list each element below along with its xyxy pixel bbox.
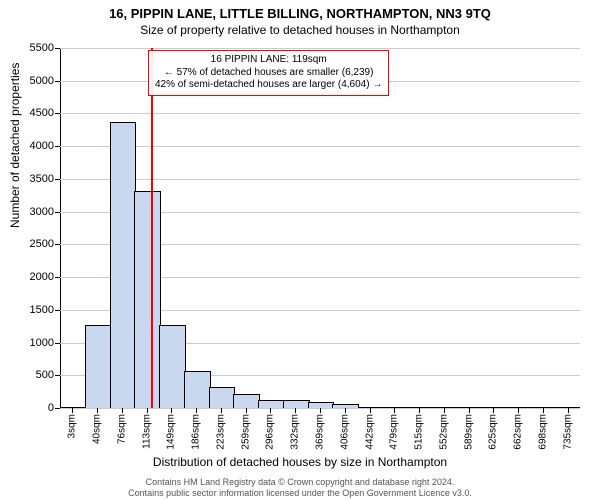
y-tick-label: 500 [36, 369, 54, 381]
histogram-bar [209, 387, 236, 408]
x-tick-label: 76sqm [116, 414, 127, 444]
y-tick-mark [55, 179, 60, 180]
x-tick-mark [370, 408, 371, 413]
x-tick-mark [444, 408, 445, 413]
histogram-bar [85, 325, 112, 408]
x-tick-mark [122, 408, 123, 413]
y-tick-label: 5500 [30, 42, 54, 54]
x-axis-label: Distribution of detached houses by size … [0, 455, 600, 469]
x-tick-mark [469, 408, 470, 413]
x-tick-label: 113sqm [141, 414, 152, 449]
chart-title: 16, PIPPIN LANE, LITTLE BILLING, NORTHAM… [0, 0, 600, 21]
x-tick-mark [221, 408, 222, 413]
x-tick-label: 296sqm [265, 414, 276, 450]
x-tick-label: 3sqm [67, 414, 78, 438]
y-tick-mark [55, 244, 60, 245]
x-tick-label: 442sqm [364, 414, 375, 450]
histogram-bar [184, 371, 211, 408]
x-tick-mark [394, 408, 395, 413]
footer-line2: Contains public sector information licen… [0, 488, 600, 498]
footer-line1: Contains HM Land Registry data © Crown c… [0, 477, 600, 487]
y-tick-label: 3500 [30, 173, 54, 185]
y-tick-mark [55, 212, 60, 213]
histogram-bar [332, 404, 359, 408]
x-tick-label: 332sqm [290, 414, 301, 450]
y-tick-label: 0 [48, 402, 54, 414]
x-tick-mark [196, 408, 197, 413]
x-tick-label: 40sqm [92, 414, 103, 444]
annotation-line: ← 57% of detached houses are smaller (6,… [155, 67, 382, 80]
x-tick-label: 186sqm [191, 414, 202, 450]
y-tick-mark [55, 343, 60, 344]
y-tick-label: 2500 [30, 238, 54, 250]
x-tick-label: 662sqm [513, 414, 524, 450]
x-tick-label: 625sqm [488, 414, 499, 450]
grid-line [60, 48, 580, 49]
x-tick-label: 698sqm [537, 414, 548, 450]
x-tick-label: 149sqm [166, 414, 177, 450]
annotation-line: 42% of semi-detached houses are larger (… [155, 79, 382, 92]
chart-container: 16, PIPPIN LANE, LITTLE BILLING, NORTHAM… [0, 0, 600, 500]
histogram-bar [134, 191, 161, 408]
annotation-line: 16 PIPPIN LANE: 119sqm [155, 54, 382, 67]
y-tick-label: 4000 [30, 140, 54, 152]
x-tick-label: 735sqm [562, 414, 573, 450]
x-tick-mark [345, 408, 346, 413]
grid-line [60, 113, 580, 114]
x-tick-mark [72, 408, 73, 413]
x-tick-mark [320, 408, 321, 413]
x-tick-label: 552sqm [438, 414, 449, 450]
histogram-bar [258, 400, 285, 408]
grid-line [60, 179, 580, 180]
footer-attribution: Contains HM Land Registry data © Crown c… [0, 477, 600, 498]
y-tick-label: 2000 [30, 271, 54, 283]
x-tick-mark [295, 408, 296, 413]
y-tick-label: 1000 [30, 337, 54, 349]
grid-line [60, 146, 580, 147]
x-tick-label: 369sqm [315, 414, 326, 450]
histogram-bar [159, 325, 186, 408]
y-tick-label: 5000 [30, 75, 54, 87]
x-tick-label: 406sqm [339, 414, 350, 450]
property-marker-line [151, 48, 153, 408]
y-tick-mark [55, 375, 60, 376]
y-tick-mark [55, 310, 60, 311]
x-tick-label: 515sqm [414, 414, 425, 450]
x-tick-mark [270, 408, 271, 413]
plot-area: 0500100015002000250030003500400045005000… [60, 48, 580, 408]
x-tick-mark [171, 408, 172, 413]
y-tick-label: 4500 [30, 107, 54, 119]
x-tick-mark [419, 408, 420, 413]
histogram-bar [110, 122, 137, 408]
x-tick-label: 479sqm [389, 414, 400, 450]
y-tick-mark [55, 408, 60, 409]
x-tick-mark [518, 408, 519, 413]
x-tick-mark [568, 408, 569, 413]
chart-subtitle: Size of property relative to detached ho… [0, 21, 600, 37]
x-tick-mark [543, 408, 544, 413]
y-tick-mark [55, 48, 60, 49]
x-tick-mark [246, 408, 247, 413]
y-axis-line [60, 48, 61, 408]
x-tick-label: 589sqm [463, 414, 474, 450]
x-tick-label: 259sqm [240, 414, 251, 450]
x-tick-mark [147, 408, 148, 413]
y-tick-mark [55, 277, 60, 278]
y-axis-label: Number of detached properties [8, 63, 22, 228]
histogram-bar [283, 400, 310, 408]
y-tick-label: 3000 [30, 206, 54, 218]
x-tick-label: 223sqm [215, 414, 226, 450]
annotation-box: 16 PIPPIN LANE: 119sqm← 57% of detached … [148, 50, 389, 96]
x-tick-mark [493, 408, 494, 413]
x-tick-mark [97, 408, 98, 413]
y-tick-mark [55, 113, 60, 114]
y-tick-mark [55, 81, 60, 82]
y-tick-label: 1500 [30, 304, 54, 316]
histogram-bar [233, 394, 260, 408]
y-tick-mark [55, 146, 60, 147]
